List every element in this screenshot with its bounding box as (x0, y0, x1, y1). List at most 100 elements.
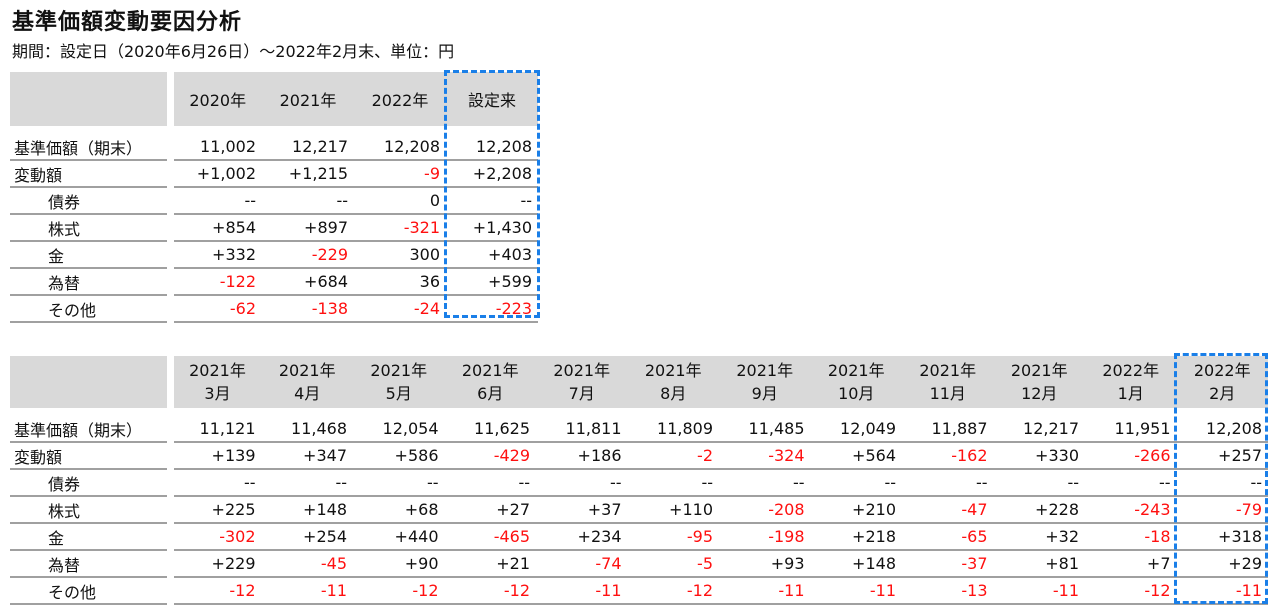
cell-value: +684 (262, 268, 354, 296)
cell-value: -223 (446, 295, 538, 323)
cell-value: +234 (536, 523, 628, 551)
table-row: 債券 -- -- 0 -- (10, 187, 538, 215)
cell-value: +599 (446, 268, 538, 296)
cell-value: -- (261, 469, 353, 497)
cell-value: 12,217 (262, 134, 354, 161)
cell-value: 12,054 (353, 416, 445, 443)
cell-value: +225 (170, 496, 262, 524)
cell-value: +210 (810, 496, 902, 524)
cell-value: +7 (1085, 550, 1177, 578)
row-label: 金 (10, 523, 174, 551)
cell-value: +347 (261, 442, 353, 470)
cell-value: -- (353, 469, 445, 497)
row-label: 債券 (10, 469, 174, 497)
cell-value: +29 (1176, 550, 1268, 578)
cell-value: +332 (170, 241, 262, 269)
cell-value: +1,002 (170, 160, 262, 188)
cell-value: -47 (902, 496, 994, 524)
cell-value: -13 (902, 577, 994, 605)
column-header-month: 2月 (1209, 384, 1236, 403)
cell-value: +2,208 (446, 160, 538, 188)
column-header-year: 2021年 (461, 361, 519, 380)
table-row: 基準価額（期末） 11,002 12,217 12,208 12,208 (10, 134, 538, 161)
cell-value: -65 (902, 523, 994, 551)
cell-value: -12 (627, 577, 719, 605)
column-header-year: 2021年 (919, 361, 977, 380)
cell-value: +90 (353, 550, 445, 578)
row-label: 為替 (10, 268, 174, 296)
cell-value: -324 (719, 442, 811, 470)
cell-value: +229 (170, 550, 262, 578)
cell-value: 36 (354, 268, 446, 296)
table-row: 基準価額（期末） 11,121 11,468 12,054 11,625 11,811 11… (10, 416, 1268, 443)
cell-value: +21 (444, 550, 536, 578)
cell-value: 11,811 (536, 416, 628, 443)
cell-value: -12 (444, 577, 536, 605)
column-header: 2021年 9月 (719, 356, 811, 408)
column-header-year: 2022年 (1193, 361, 1251, 380)
cell-value: +318 (1176, 523, 1268, 551)
cell-value: -62 (170, 295, 262, 323)
cell-value: -138 (262, 295, 354, 323)
column-header-month: 4月 (294, 384, 321, 403)
page-title: 基準価額変動要因分析 (12, 10, 243, 35)
column-header-month: 8月 (660, 384, 687, 403)
row-label: その他 (10, 577, 174, 605)
cell-value: -5 (627, 550, 719, 578)
cell-value: -9 (354, 160, 446, 188)
cell-value: -74 (536, 550, 628, 578)
column-header: 2021年 5月 (353, 356, 445, 408)
header-row: 2021年 3月 2021年 4月 2021年 5月 2021年 6月 2021年 7月 2021年… (10, 356, 1268, 408)
column-header: 2022年 (354, 72, 446, 126)
cell-value: +257 (1176, 442, 1268, 470)
row-label: その他 (10, 295, 174, 323)
cell-value: -45 (261, 550, 353, 578)
cell-value: +110 (627, 496, 719, 524)
cell-value: -12 (353, 577, 445, 605)
cell-value: 12,208 (446, 134, 538, 161)
cell-value: 11,951 (1085, 416, 1177, 443)
table-row: 為替 +229 -45 +90 +21 -74 -5 +93 +148 -37 +81 +7 +29 (10, 550, 1268, 578)
row-label: 金 (10, 241, 174, 269)
column-header-year: 2021年 (278, 361, 336, 380)
cell-value: 12,208 (1176, 416, 1268, 443)
cell-value: -95 (627, 523, 719, 551)
column-header-year: 2021年 (644, 361, 702, 380)
page-subtitle: 期間：設定日（2020年6月26日）～2022年2月末、単位：円 (12, 42, 455, 61)
cell-value: +228 (993, 496, 1085, 524)
cell-value: 300 (354, 241, 446, 269)
table-row: 債券 -- -- -- -- -- -- -- -- -- -- -- -- (10, 469, 1268, 497)
cell-value: 11,887 (902, 416, 994, 443)
cell-value: -- (536, 469, 628, 497)
cell-value: -12 (170, 577, 262, 605)
column-header-month: 7月 (568, 384, 595, 403)
cell-value: -11 (993, 577, 1085, 605)
column-header: 2021年 3月 (170, 356, 262, 408)
column-header-year: 2021年 (736, 361, 794, 380)
column-header-year: 2022年 (1102, 361, 1160, 380)
cell-value: +27 (444, 496, 536, 524)
cell-value: -266 (1085, 442, 1177, 470)
table-row: 為替 -122 +684 36 +599 (10, 268, 538, 296)
column-header: 2021年 4月 (261, 356, 353, 408)
cell-value: -429 (444, 442, 536, 470)
cell-value: -465 (444, 523, 536, 551)
cell-value: +254 (261, 523, 353, 551)
cell-value: +440 (353, 523, 445, 551)
cell-value: -- (993, 469, 1085, 497)
cell-value: +68 (353, 496, 445, 524)
cell-value: 11,485 (719, 416, 811, 443)
cell-value: 11,809 (627, 416, 719, 443)
cell-value: 0 (354, 187, 446, 215)
column-header: 2021年 7月 (536, 356, 628, 408)
header-row: 2020年 2021年 2022年 設定来 (10, 72, 538, 126)
column-header-year: 2021年 (1010, 361, 1068, 380)
column-header-year: 2021年 (553, 361, 611, 380)
table-row: その他 -12 -11 -12 -12 -11 -12 -11 -11 -13 -11 -12 -11 (10, 577, 1268, 605)
cell-value: +897 (262, 214, 354, 242)
column-header-month: 1月 (1117, 384, 1144, 403)
cell-value: -2 (627, 442, 719, 470)
cell-value: +403 (446, 241, 538, 269)
row-label: 株式 (10, 214, 174, 242)
column-header: 設定来 (446, 72, 538, 126)
